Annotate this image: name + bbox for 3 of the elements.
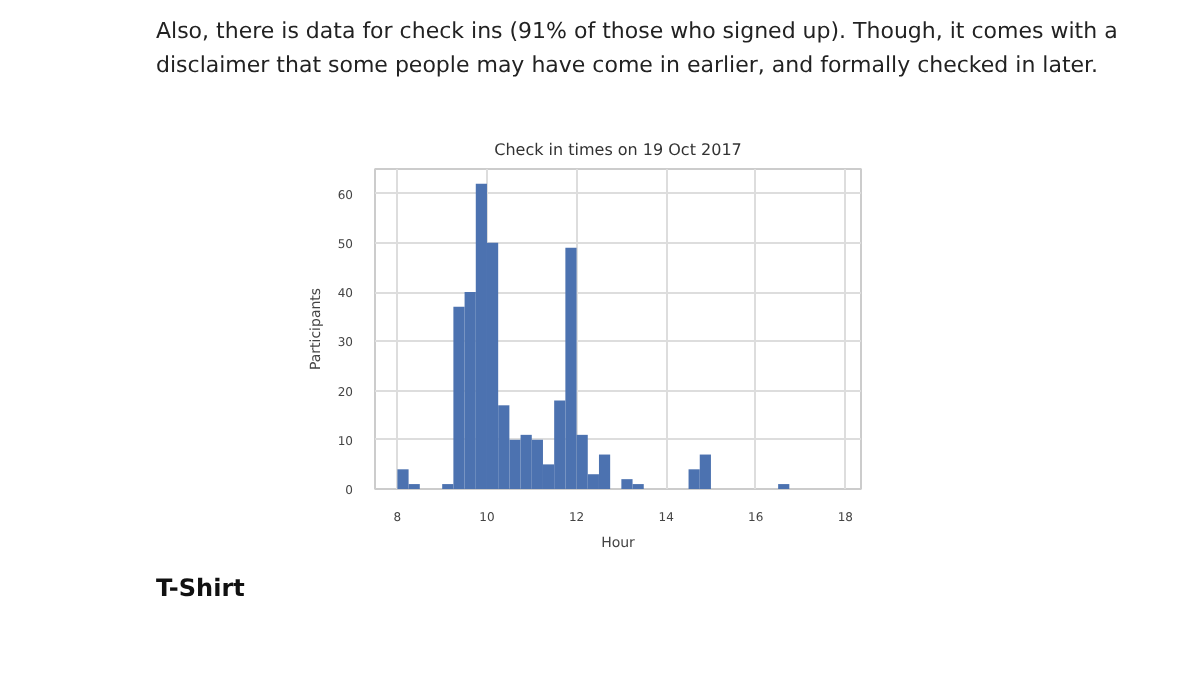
text: T-Shirt [156,572,245,606]
chart-title: Check in times on 19 Oct 2017 [494,141,742,159]
text: Also, there is data for check ins (91% of those who signed up). Though, it comes with a disclaimer that some people may have come in earlier, and formally checked in later. [156,16,1120,81]
